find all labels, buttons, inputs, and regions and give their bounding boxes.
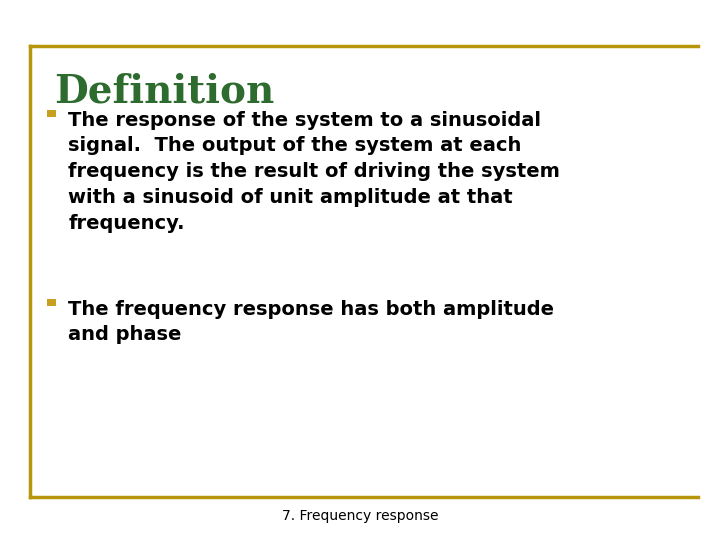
Text: The frequency response has both amplitude
and phase: The frequency response has both amplitud… [68,300,554,345]
Bar [47,110,56,117]
Bar [47,299,56,306]
Text: Definition: Definition [54,73,274,111]
Text: The response of the system to a sinusoidal
signal.  The output of the system at : The response of the system to a sinusoid… [68,111,560,233]
Text: 7. Frequency response: 7. Frequency response [282,509,438,523]
